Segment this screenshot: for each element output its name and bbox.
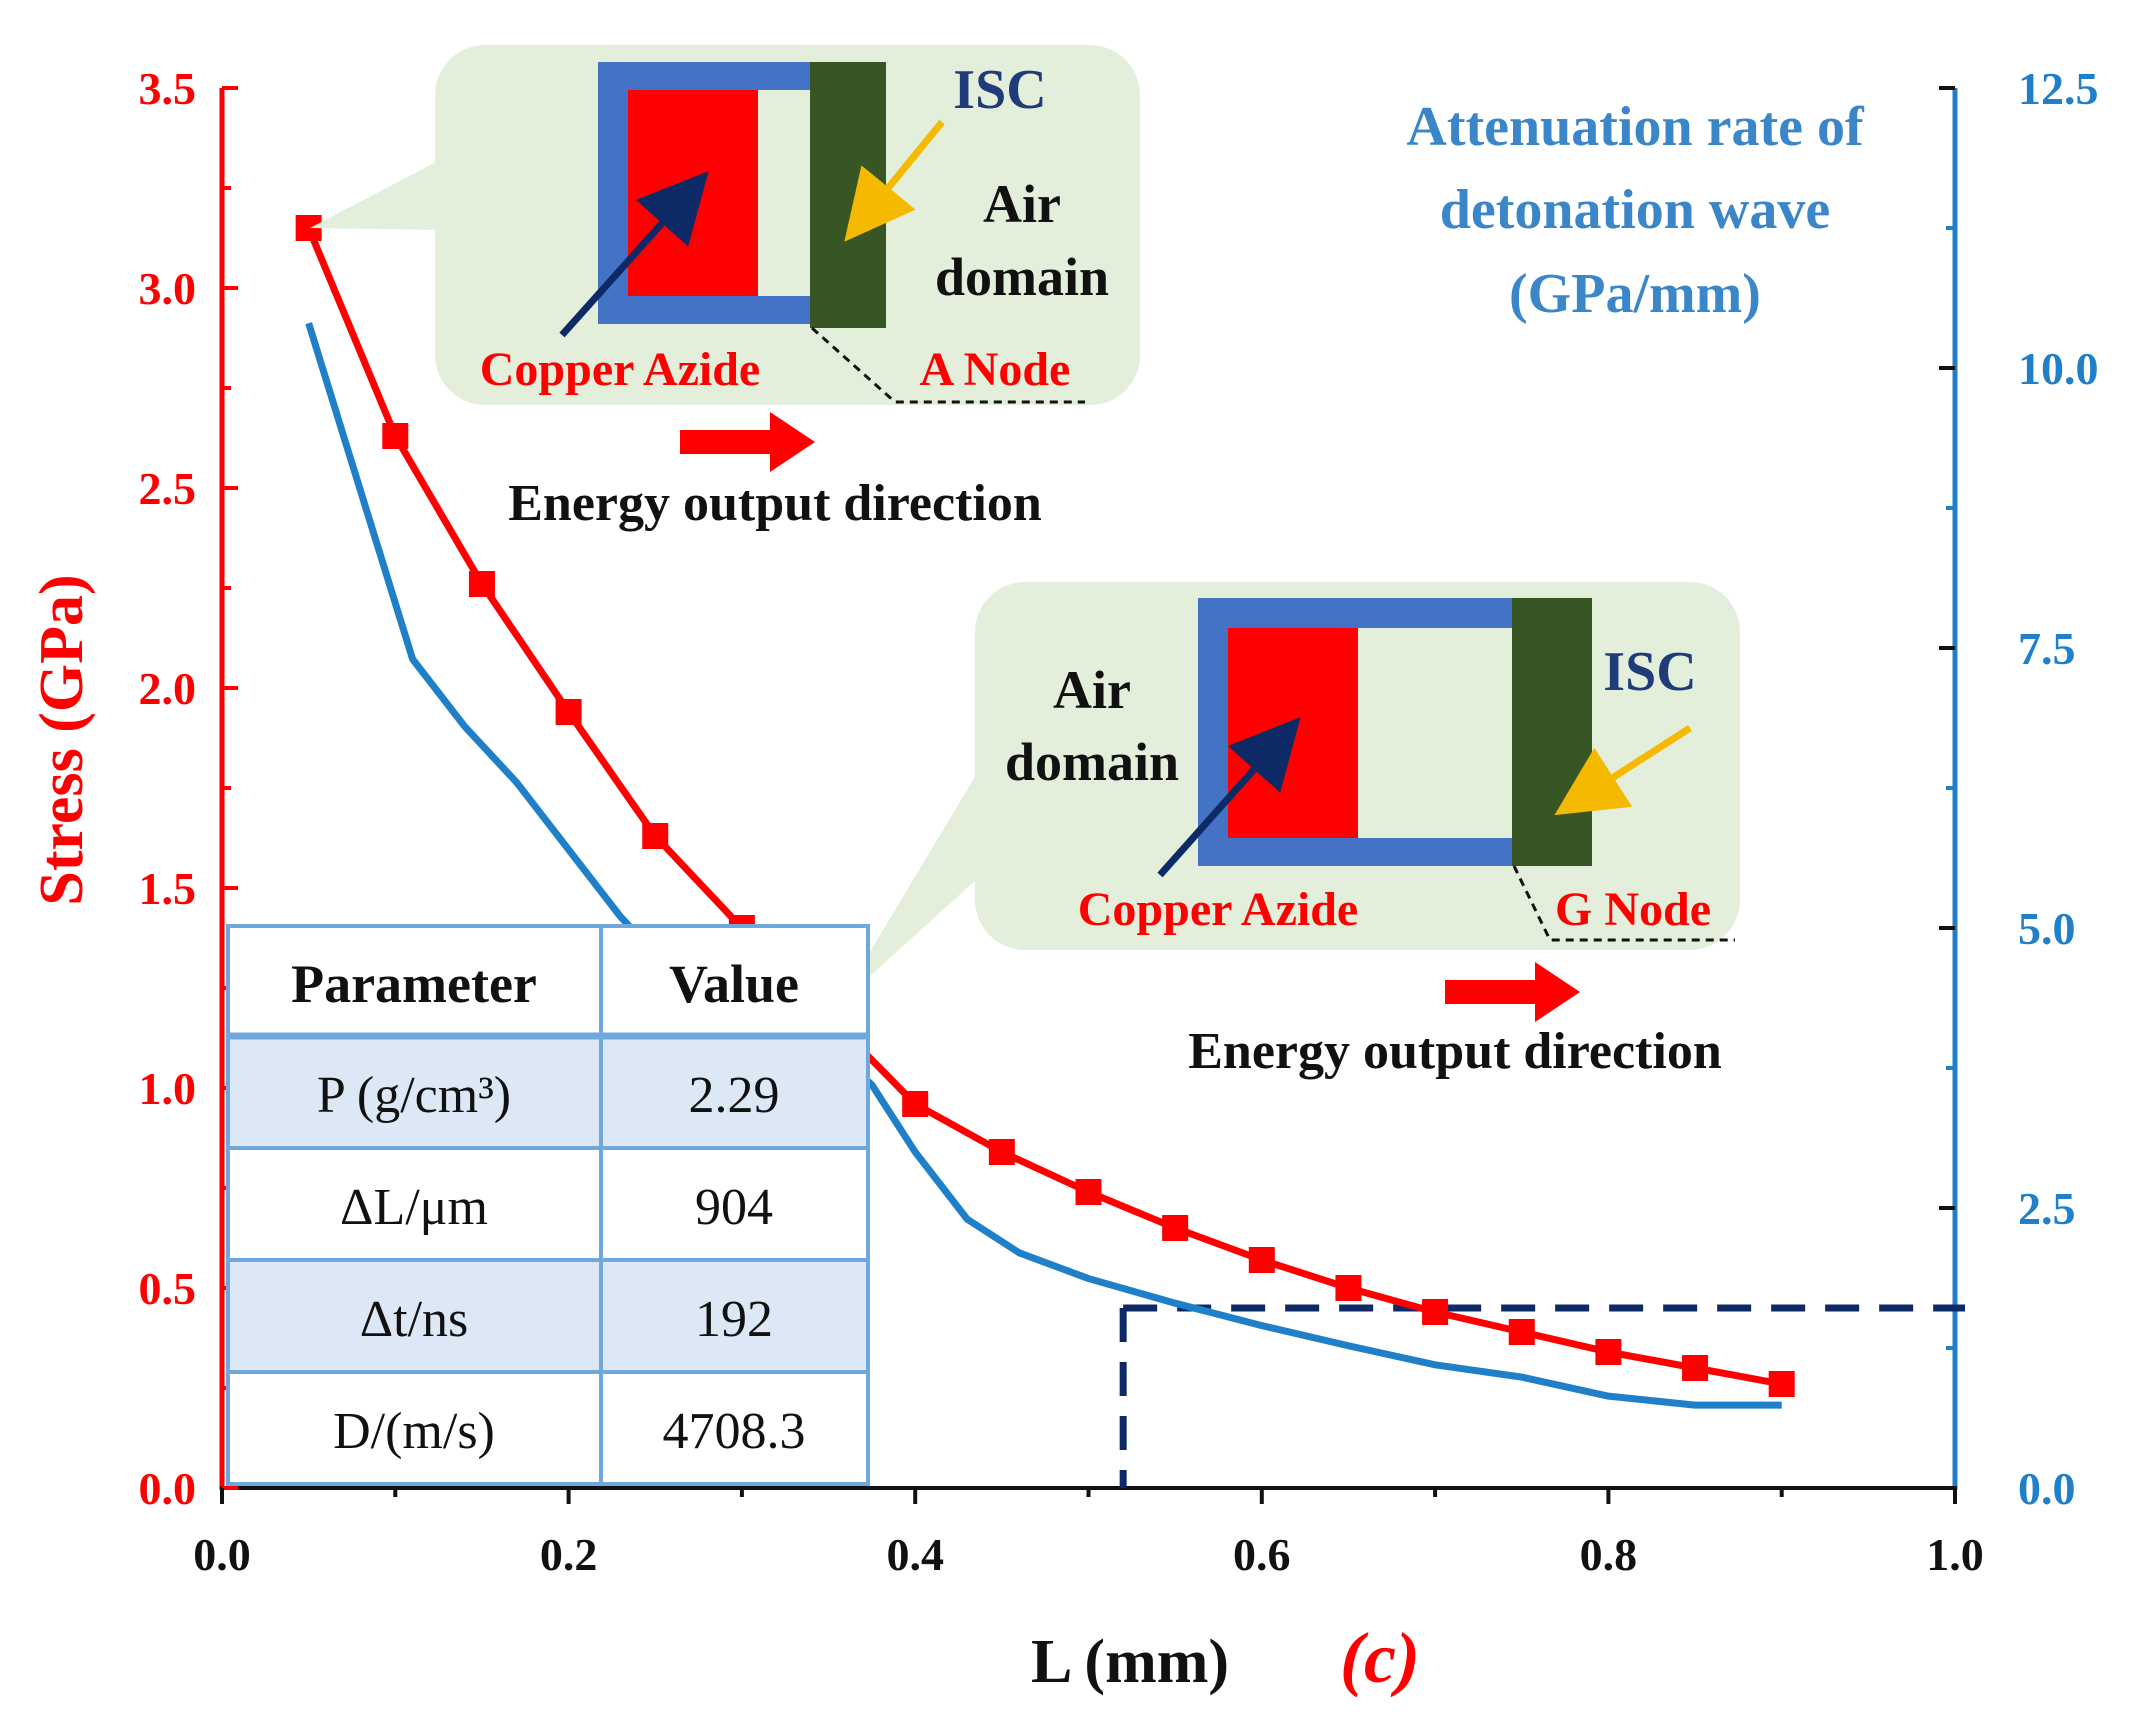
inset-top-isc-block (810, 62, 886, 328)
stress-data-point (1162, 1215, 1189, 1241)
left-tick-label: 2.0 (139, 663, 197, 714)
table-row-1-bg (228, 1036, 868, 1148)
inset-top-isc-label: ISC (953, 59, 1046, 121)
table-cell-param: D/(m/s) (333, 1403, 495, 1460)
inset-bottom-node-label: G Node (1555, 883, 1711, 936)
inset-top-air-label-2: domain (935, 247, 1109, 307)
stress-data-point (642, 823, 669, 849)
left-tick-label: 2.5 (139, 463, 197, 514)
stress-data-point (1682, 1355, 1709, 1381)
table-cell-param: P (g/cm³) (317, 1067, 511, 1124)
right-tick-label: 7.5 (2018, 623, 2076, 674)
left-tick-label: 3.5 (139, 63, 197, 114)
x-axis-label: L (mm) (1031, 1628, 1229, 1696)
reference-lines (1119, 1304, 1965, 1488)
table-cell-param: Δt/ns (360, 1291, 469, 1348)
table-cell-param: ΔL/μm (340, 1179, 488, 1236)
right-tick-label: 0.0 (2018, 1463, 2076, 1514)
inset-top-node-label: A Node (920, 343, 1071, 396)
stress-data-point (1768, 1371, 1795, 1397)
inset-top-navy-arrow (559, 171, 709, 338)
left-tick-label: 3.0 (139, 263, 197, 314)
table-header-row (228, 926, 868, 1036)
left-tick-label: 1.0 (139, 1063, 197, 1114)
x-tick-label: 0.8 (1580, 1529, 1638, 1580)
inset-bottom-gold-arrow (1554, 725, 1692, 816)
inset-bottom-copper-azide-block (1228, 628, 1358, 838)
inset-top-copper-azide-block (628, 90, 758, 296)
stress-series-line (305, 226, 1783, 1388)
stress-data-point (902, 1091, 929, 1117)
inset-bottom: ISC Air domain Copper Azide G Node (838, 582, 1740, 1005)
right-axis-label: Attenuation rate of detonation wave (GPa… (1406, 96, 1865, 325)
right-tick-label: 5.0 (2018, 903, 2076, 954)
right-axis-label-line-2: detonation wave (1440, 179, 1830, 241)
right-tick-label: 2.5 (2018, 1183, 2076, 1234)
inset-top-callout-pointer (310, 160, 440, 230)
inset-bottom-air-label-1: Air (1053, 660, 1131, 720)
table-row-4-bg (228, 1372, 868, 1484)
stress-data-point (382, 423, 409, 449)
inset-top-gold-arrow (844, 119, 945, 242)
left-axis-label: Stress (GPa) (28, 574, 96, 905)
inset-top-copper-label: Copper Azide (480, 343, 760, 396)
stress-data-point (555, 699, 582, 725)
inset-top-direction-label: Energy output direction (508, 475, 1042, 532)
table-cell-value: 4708.3 (663, 1403, 806, 1460)
left-tick-label: 0.0 (139, 1463, 197, 1514)
stress-data-point (1595, 1339, 1622, 1365)
stress-data-point (1075, 1179, 1102, 1205)
x-tick-label: 1.0 (1926, 1529, 1984, 1580)
table-border (226, 924, 870, 1486)
x-tick-label: 0.2 (540, 1529, 598, 1580)
stress-data-point (468, 571, 495, 597)
left-tick-label: 1.5 (139, 863, 197, 914)
x-tick-label: 0.4 (886, 1529, 944, 1580)
table-row-2-bg (228, 1148, 868, 1260)
inset-bottom-callout-pointer (838, 760, 1020, 1005)
inset-bottom-isc-label: ISC (1603, 641, 1696, 703)
stress-data-point (1508, 1319, 1535, 1345)
stress-data-point (988, 1139, 1015, 1165)
stress-data-point (1248, 1247, 1275, 1273)
inset-bottom-copper-label: Copper Azide (1078, 883, 1358, 936)
table-cell-value: 192 (695, 1291, 773, 1348)
attenuation-series-line (305, 322, 1782, 1409)
stress-data-point (1335, 1275, 1362, 1301)
right-axis-ticks: 0.0 2.5 5.0 7.5 10.0 12.5 (1939, 63, 2099, 1514)
right-tick-label: 12.5 (2018, 63, 2099, 114)
right-tick-label: 10.0 (2018, 343, 2099, 394)
left-tick-label: 0.5 (139, 1263, 197, 1314)
inset-bottom-direction-arrow-icon (1445, 962, 1580, 1022)
inset-top-air-label-1: Air (983, 174, 1061, 234)
x-tick-label: 0.0 (193, 1529, 251, 1580)
inset-bottom-direction-label: Energy output direction (1188, 1023, 1722, 1080)
inset-bottom-air-label-2: domain (1005, 732, 1179, 792)
table-header-value: Value (669, 954, 799, 1014)
inset-bottom-navy-arrow (1157, 717, 1301, 878)
table-header-parameter: Parameter (291, 954, 537, 1014)
stress-data-point (1422, 1299, 1449, 1325)
panel-label: (c) (1340, 1618, 1420, 1698)
right-axis-label-line-1: Attenuation rate of (1406, 96, 1865, 158)
x-axis-ticks: 0.0 0.2 0.4 0.6 0.8 1.0 (193, 1488, 1984, 1580)
inset-bottom-isc-block (1512, 598, 1592, 866)
table-row-3-bg (228, 1260, 868, 1372)
parameter-table: Parameter Value P (g/cm³) 2.29 ΔL/μm 904… (226, 924, 870, 1486)
table-cell-value: 2.29 (689, 1067, 780, 1124)
table-cell-value: 904 (695, 1179, 773, 1236)
inset-top-direction-arrow-icon (680, 412, 815, 472)
inset-top: ISC Air domain Copper Azide A Node (310, 45, 1140, 405)
x-tick-label: 0.6 (1233, 1529, 1291, 1580)
right-axis-label-line-3: (GPa/mm) (1509, 263, 1761, 325)
left-axis-ticks: 0.0 0.5 1.0 1.5 2.0 2.5 3.0 3.5 (139, 63, 238, 1514)
